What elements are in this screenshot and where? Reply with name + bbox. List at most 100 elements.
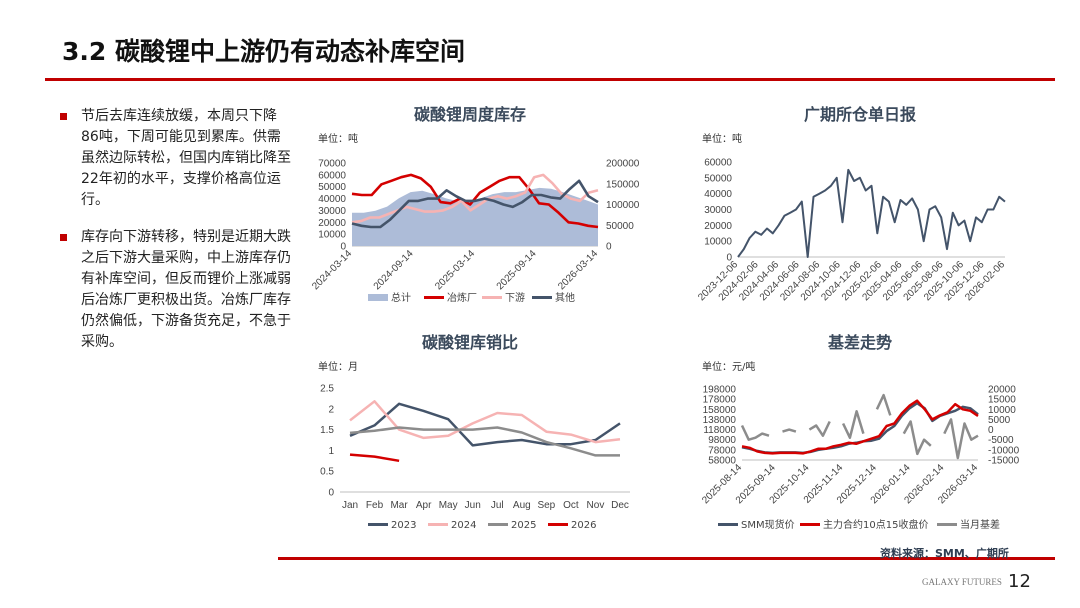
x-tick-label: 2024-03-14: [310, 248, 354, 292]
legend-label: 总计: [391, 291, 411, 304]
y-tick-label: 138000: [703, 415, 737, 426]
series-line-其他: [351, 179, 599, 229]
x-tick-label: Jun: [465, 500, 481, 511]
series-line-当月基差: [782, 428, 797, 433]
legend-label: 2025: [511, 520, 536, 531]
y-tick-label: 78000: [708, 445, 736, 456]
series-line-当月基差: [902, 420, 932, 456]
y-tick-label: 58000: [708, 456, 736, 467]
legend-label: 2023: [391, 520, 416, 531]
y-tick-label: 20000: [704, 221, 732, 232]
source-note: 资料来源：SMM、广期所: [880, 547, 1009, 560]
y-tick-label: 0: [328, 488, 334, 499]
legend-label: 冶炼厂: [447, 291, 477, 304]
series-line-当月基差: [943, 418, 979, 460]
y-right-tick-label: 20000: [988, 385, 1016, 396]
legend-label: 其他: [555, 291, 575, 304]
y-tick-label: 0: [340, 242, 346, 253]
y-right-tick-label: 5000: [988, 415, 1011, 426]
series-line-SMM现货价: [741, 401, 979, 455]
series-area-总计: [352, 187, 598, 246]
x-tick-label: 2025-03-14: [433, 248, 477, 292]
x-tick-label: Sep: [537, 500, 555, 511]
series-line-当月基差: [740, 424, 770, 441]
y-tick-label: 50000: [704, 173, 732, 184]
legend-swatch: [368, 294, 388, 301]
x-tick-label: Aug: [513, 500, 531, 511]
series-line-2025: [349, 426, 620, 457]
series-line-当月基差: [875, 393, 892, 416]
legend-label: SMM现货价: [741, 518, 795, 531]
x-tick-label: 2025-09-14: [495, 248, 539, 292]
x-tick-label: 2024-09-14: [372, 248, 416, 292]
x-tick-label: Nov: [587, 500, 605, 511]
y-tick-label: 118000: [703, 425, 736, 436]
chart-unit-label: 单位：吨: [318, 132, 358, 145]
y-tick-label: 1.5: [320, 425, 334, 436]
y-tick-label: 20000: [318, 218, 346, 229]
series-line-主力合约10点15收盘价: [741, 399, 979, 455]
x-tick-label: 2026-03-14: [556, 248, 600, 292]
y-right-tick-label: 0: [606, 242, 612, 253]
series-line-2024: [349, 400, 621, 444]
y-tick-label: 60000: [704, 158, 732, 169]
bullet-text: 库存向下游转移，特别是近期大跌之后下游大量采购，中上游库存仍有补库空间，但反而锂…: [81, 229, 291, 350]
y-tick-label: 60000: [318, 170, 346, 181]
x-tick-label: Jan: [342, 500, 358, 511]
bullet-square-icon: [60, 234, 67, 241]
y-right-tick-label: 50000: [606, 221, 634, 232]
bullet-item: 节后去库连续放缓，本周只下降86吨，下周可能见到累库。供需虽然边际转松，但国内库…: [58, 106, 294, 211]
y-tick-label: 40000: [704, 189, 732, 200]
x-tick-label: May: [439, 500, 458, 511]
y-tick-label: 158000: [703, 405, 737, 416]
chart-title: 广期所仓单日报: [804, 105, 916, 124]
bullet-item: 库存向下游转移，特别是近期大跌之后下游大量采购，中上游库存仍有补库空间，但反而锂…: [58, 227, 294, 353]
y-right-tick-label: -5000: [988, 435, 1014, 446]
chart-weekly: 碳酸锂周度库存单位：吨01000020000300004000050000600…: [310, 105, 640, 304]
y-right-tick-label: -15000: [988, 456, 1020, 467]
series-line-2026: [349, 453, 400, 463]
y-right-tick-label: 200000: [606, 159, 640, 170]
x-tick-label: Oct: [563, 500, 579, 511]
y-tick-label: 0.5: [320, 467, 334, 478]
page-number: 12: [1008, 571, 1031, 592]
y-right-tick-label: 15000: [988, 395, 1016, 406]
y-tick-label: 198000: [703, 385, 737, 396]
y-tick-label: 0: [726, 253, 732, 264]
chart-title: 碳酸锂库销比: [422, 333, 518, 352]
y-right-tick-label: 150000: [606, 179, 640, 190]
x-tick-label: Dec: [611, 500, 629, 511]
legend-label: 2024: [451, 520, 476, 531]
y-tick-label: 50000: [318, 182, 346, 193]
bullet-square-icon: [60, 113, 67, 120]
title-divider: [45, 78, 1055, 81]
series-line-2023: [349, 402, 621, 447]
y-tick-label: 30000: [318, 206, 346, 217]
y-right-tick-label: 0: [988, 425, 994, 436]
y-tick-label: 98000: [708, 435, 736, 446]
x-tick-label: Apr: [416, 500, 432, 511]
legend-label: 下游: [505, 291, 525, 304]
x-tick-label: Feb: [366, 500, 384, 511]
y-tick-label: 30000: [704, 205, 732, 216]
y-tick-label: 70000: [318, 159, 346, 170]
y-tick-label: 10000: [704, 237, 732, 248]
x-tick-label: Jul: [491, 500, 504, 511]
chart-title: 碳酸锂周度库存: [414, 105, 526, 124]
legend-label: 主力合约10点15收盘价: [823, 518, 928, 531]
y-right-tick-label: 10000: [988, 405, 1016, 416]
legend-label: 当月基差: [960, 518, 1000, 531]
y-tick-label: 1: [328, 446, 334, 457]
y-right-tick-label: 100000: [606, 200, 640, 211]
y-tick-label: 178000: [703, 395, 737, 406]
bullet-list: 节后去库连续放缓，本周只下降86吨，下周可能见到累库。供需虽然边际转松，但国内库…: [58, 106, 294, 369]
series-line-当月基差: [841, 410, 865, 439]
footer-divider: [278, 557, 1055, 560]
page-title: 3.2 碳酸锂中上游仍有动态补库空间: [62, 37, 465, 66]
chart-unit-label: 单位：元/吨: [702, 360, 755, 373]
legend-label: 2026: [571, 520, 596, 531]
